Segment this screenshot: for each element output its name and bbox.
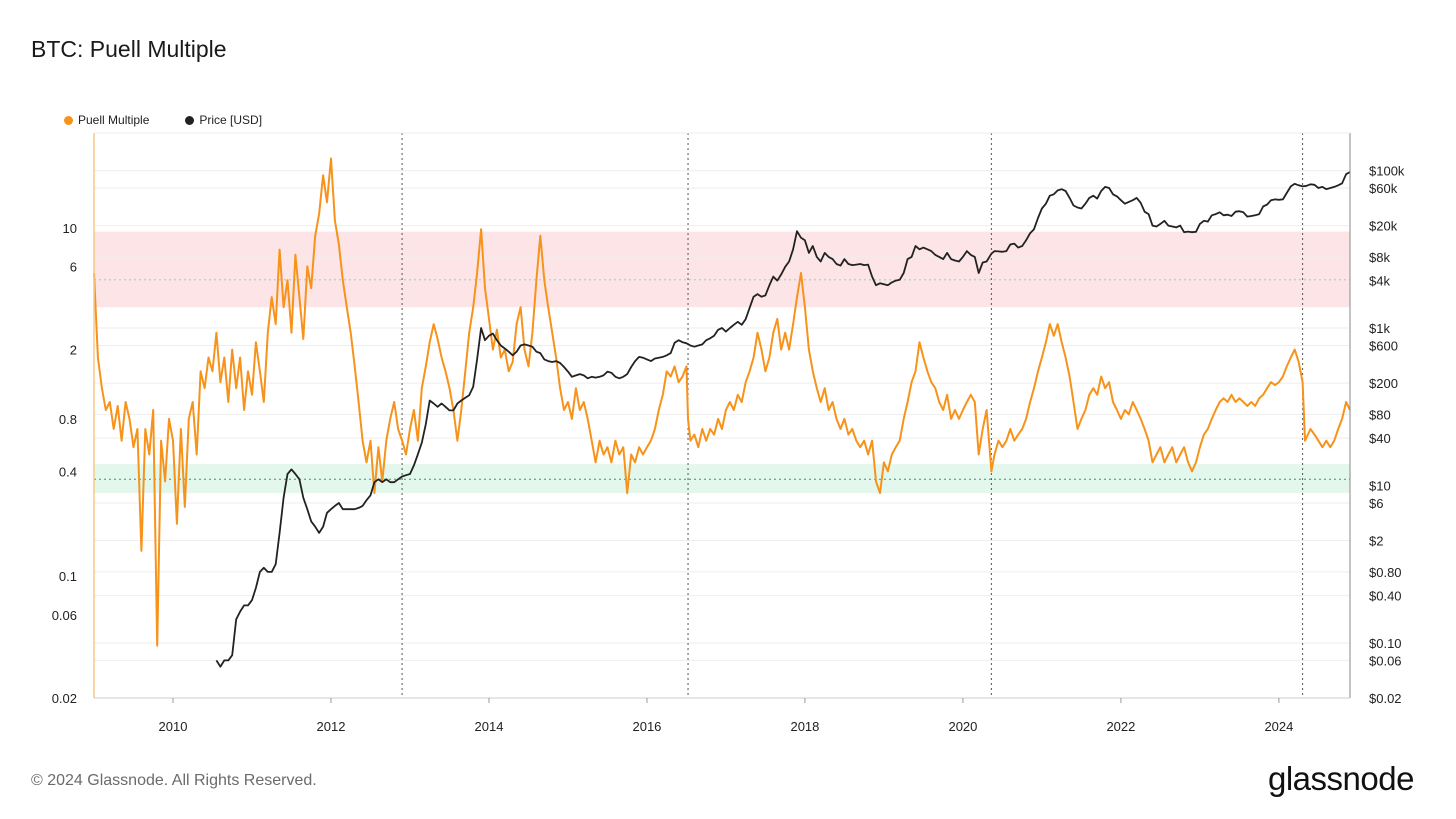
band-1 xyxy=(94,464,1350,494)
legend-item-price[interactable]: Price [USD] xyxy=(185,113,262,127)
tick-labels: 2010 2012 2014 2016 2018 2020 2022 2024 10 6 2 0.8 0… xyxy=(52,164,1405,734)
y-right-tick-label-2: $20k xyxy=(1369,219,1398,234)
x-tick-label-2020: 2020 xyxy=(948,719,977,734)
page-title: BTC: Puell Multiple xyxy=(31,36,227,62)
y-right-tick-label-12: $2 xyxy=(1369,534,1383,549)
band-0 xyxy=(94,231,1350,308)
brand-logo: glassnode xyxy=(1268,760,1414,797)
y-right-tick-label-14: $0.40 xyxy=(1369,589,1402,604)
y-left-tick-label-7: 0.02 xyxy=(52,691,77,706)
y-right-tick-label-5: $1k xyxy=(1369,321,1390,336)
x-tick-label-2018: 2018 xyxy=(790,719,819,734)
series-lines xyxy=(93,157,1351,668)
x-tick-label-2022: 2022 xyxy=(1106,719,1135,734)
price-line xyxy=(215,171,1351,668)
y-right-tick-label-4: $4k xyxy=(1369,274,1390,289)
legend-label-price: Price [USD] xyxy=(199,113,263,127)
y-right-tick-label-9: $40 xyxy=(1369,431,1391,446)
y-right-tick-label-16: $0.06 xyxy=(1369,653,1402,668)
y-left-tick-label-2: 2 xyxy=(70,343,77,358)
y-left-tick-label-3: 0.8 xyxy=(59,412,77,427)
y-right-tick-label-10: $10 xyxy=(1369,479,1391,494)
chart-legend: Puell Multiple Price [USD] xyxy=(64,113,262,127)
y-right-tick-label-17: $0.02 xyxy=(1369,691,1402,706)
legend-item-puell[interactable]: Puell Multiple xyxy=(64,113,149,127)
y-right-tick-label-13: $0.80 xyxy=(1369,565,1402,580)
y-right-tick-label-7: $200 xyxy=(1369,376,1398,391)
x-tick-label-2024: 2024 xyxy=(1264,719,1293,734)
y-right-tick-label-6: $600 xyxy=(1369,338,1398,353)
x-tick-label-2016: 2016 xyxy=(632,719,661,734)
legend-dot-puell xyxy=(64,115,73,125)
y-left-tick-label-0: 10 xyxy=(63,221,77,236)
y-left-tick-label-1: 6 xyxy=(70,259,77,274)
y-left-tick-label-5: 0.1 xyxy=(59,569,77,584)
axes xyxy=(93,132,1351,703)
y-right-tick-label-8: $80 xyxy=(1369,407,1391,422)
puell-multiple-line xyxy=(93,157,1351,647)
x-tick-label-2010: 2010 xyxy=(159,719,188,734)
y-right-tick-label-11: $6 xyxy=(1369,496,1383,511)
legend-dot-price xyxy=(185,115,195,125)
gridlines xyxy=(94,170,1350,699)
copyright-text: © 2024 Glassnode. All Rights Reserved. xyxy=(31,772,317,789)
y-left-tick-label-4: 0.4 xyxy=(59,464,77,479)
halving-lines xyxy=(401,133,1304,698)
y-right-tick-label-0: $100k xyxy=(1369,164,1405,179)
y-left-tick-label-6: 0.06 xyxy=(52,608,77,623)
x-tick-label-2014: 2014 xyxy=(475,719,504,734)
x-tick-label-2012: 2012 xyxy=(317,719,346,734)
y-right-tick-label-1: $60k xyxy=(1369,181,1398,196)
legend-label-puell: Puell Multiple xyxy=(78,113,150,127)
y-right-tick-label-15: $0.10 xyxy=(1369,636,1402,651)
y-right-tick-label-3: $8k xyxy=(1369,250,1390,265)
